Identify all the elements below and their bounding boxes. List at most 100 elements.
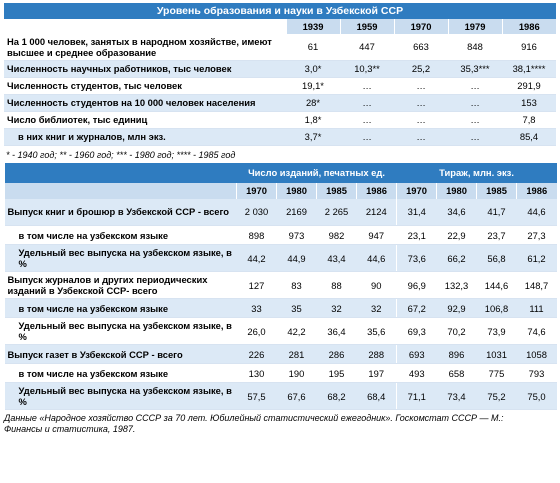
row-label: в них книг и журналов, млн экз. xyxy=(4,128,286,146)
table2-year-header: 1980 xyxy=(276,182,317,199)
cell-value: 2169 xyxy=(276,198,317,226)
cell-value: 23,7 xyxy=(476,225,517,245)
cell-value: 33 xyxy=(236,298,277,318)
cell-value: 36,4 xyxy=(316,317,357,345)
cell-value: 88 xyxy=(316,271,357,299)
cell-value: … xyxy=(394,111,448,129)
table-row: Выпуск книг и брошюр в Узбекской ССР - в… xyxy=(4,198,557,226)
cell-value: 111 xyxy=(516,298,557,318)
cell-value: 106,8 xyxy=(476,298,517,318)
table-row: в том числе на узбекском языке 33 35 32 … xyxy=(4,298,557,318)
cell-value: … xyxy=(448,77,502,95)
table-row: в них книг и журналов, млн экз. 3,7* … …… xyxy=(4,128,557,146)
table2-year-header: 1985 xyxy=(316,182,357,199)
cell-value: … xyxy=(394,77,448,95)
cell-value: 73,9 xyxy=(476,317,517,345)
cell-value: 32 xyxy=(356,298,397,318)
cell-value: 658 xyxy=(436,363,477,383)
cell-value: 70,2 xyxy=(436,317,477,345)
cell-value: 286 xyxy=(316,344,357,364)
table-row: Выпуск журналов и других периодических и… xyxy=(4,271,557,299)
cell-value: 69,3 xyxy=(396,317,437,345)
cell-value: 130 xyxy=(236,363,277,383)
row-label: Выпуск газет в Узбекской ССР - всего xyxy=(4,344,237,364)
table-row: Численность студентов на 10 000 человек … xyxy=(4,94,557,112)
cell-value: 90 xyxy=(356,271,397,299)
cell-value: 68,4 xyxy=(356,382,397,410)
publishing-table: Число изданий, печатных ед. Тираж, млн. … xyxy=(4,162,557,410)
table-row: Число библиотек, тыс единиц 1,8* … … … 7… xyxy=(4,111,557,129)
table1-year-header: 1939 xyxy=(285,19,340,34)
cell-value: 34,6 xyxy=(436,198,477,226)
cell-value: 44,6 xyxy=(356,244,397,272)
table2-year-header: 1980 xyxy=(436,182,477,199)
cell-value: 947 xyxy=(356,225,397,245)
footnote: * - 1940 год; ** - 1960 год; *** - 1980 … xyxy=(6,149,236,160)
table2-group-header-editions: Число изданий, печатных ед. xyxy=(236,162,397,183)
cell-value: … xyxy=(448,94,502,112)
cell-value: 35,6 xyxy=(356,317,397,345)
table2-year-header: 1986 xyxy=(356,182,397,199)
row-label: Удельный вес выпуска на узбекском языке,… xyxy=(4,244,237,272)
cell-value: 144,6 xyxy=(476,271,517,299)
cell-value: 67,2 xyxy=(396,298,437,318)
cell-value: 67,6 xyxy=(276,382,317,410)
cell-value: 7,8 xyxy=(502,111,557,129)
cell-value: 982 xyxy=(316,225,357,245)
row-label: в том числе на узбекском языке xyxy=(4,298,237,318)
table-row: Выпуск газет в Узбекской ССР - всего 226… xyxy=(4,344,557,364)
row-label: На 1 000 человек, занятых в народном хоз… xyxy=(4,34,286,61)
cell-value: 190 xyxy=(276,363,317,383)
cell-value: … xyxy=(340,111,394,129)
cell-value: … xyxy=(394,94,448,112)
table-row: Удельный вес выпуска на узбекском языке,… xyxy=(4,244,557,272)
cell-value: 3,0* xyxy=(286,60,340,78)
cell-value: 2 265 xyxy=(316,198,357,226)
cell-value: 27,3 xyxy=(516,225,557,245)
cell-value: 44,9 xyxy=(276,244,317,272)
cell-value: 71,1 xyxy=(396,382,437,410)
table2-year-header: 1986 xyxy=(515,182,557,199)
cell-value: 44,6 xyxy=(516,198,557,226)
cell-value: … xyxy=(340,77,394,95)
table-row: Удельный вес выпуска на узбекском языке,… xyxy=(4,382,557,410)
cell-value: 197 xyxy=(356,363,397,383)
row-label: Численность научных работников, тыс чело… xyxy=(4,60,286,78)
cell-value: 153 xyxy=(502,94,557,112)
cell-value: 43,4 xyxy=(316,244,357,272)
cell-value: 973 xyxy=(276,225,317,245)
cell-value: 281 xyxy=(276,344,317,364)
row-label: Численность студентов, тыс человек xyxy=(4,77,286,95)
cell-value: 2 030 xyxy=(236,198,277,226)
table1-year-header: 1970 xyxy=(393,19,448,34)
cell-value: 493 xyxy=(396,363,437,383)
cell-value: 56,8 xyxy=(476,244,517,272)
cell-value: 75,0 xyxy=(516,382,557,410)
cell-value: 73,4 xyxy=(436,382,477,410)
cell-value: 38,1**** xyxy=(502,60,557,78)
row-label: Удельный вес выпуска на узбекском языке,… xyxy=(4,382,237,410)
cell-value: 3,7* xyxy=(286,128,340,146)
cell-value: 44,2 xyxy=(236,244,277,272)
cell-value: 92,9 xyxy=(436,298,477,318)
cell-value: 226 xyxy=(236,344,277,364)
row-label: в том числе на узбекском языке xyxy=(4,225,237,245)
cell-value: 23,1 xyxy=(396,225,437,245)
table-row: Численность студентов, тыс человек 19,1*… xyxy=(4,77,557,95)
row-label: Численность студентов на 10 000 человек … xyxy=(4,94,286,112)
cell-value: 291,9 xyxy=(502,77,557,95)
table-row: Удельный вес выпуска на узбекском языке,… xyxy=(4,317,557,345)
cell-value: 26,0 xyxy=(236,317,277,345)
table2-year-header-blank xyxy=(4,182,237,199)
education-science-table: Уровень образования и науки в Узбекской … xyxy=(4,3,557,146)
table-row: в том числе на узбекском языке 898 973 9… xyxy=(4,225,557,245)
cell-value: 1058 xyxy=(516,344,557,364)
cell-value: 35,3*** xyxy=(448,60,502,78)
cell-value: 447 xyxy=(340,34,394,61)
cell-value: 61,2 xyxy=(516,244,557,272)
table-row: в том числе на узбекском языке 130 190 1… xyxy=(4,363,557,383)
cell-value: 10,3** xyxy=(340,60,394,78)
cell-value: 898 xyxy=(236,225,277,245)
table2-group-header-circulation: Тираж, млн. экз. xyxy=(396,162,557,183)
source-citation: Данные «Народное хозяйство СССР за 70 ле… xyxy=(4,413,504,434)
